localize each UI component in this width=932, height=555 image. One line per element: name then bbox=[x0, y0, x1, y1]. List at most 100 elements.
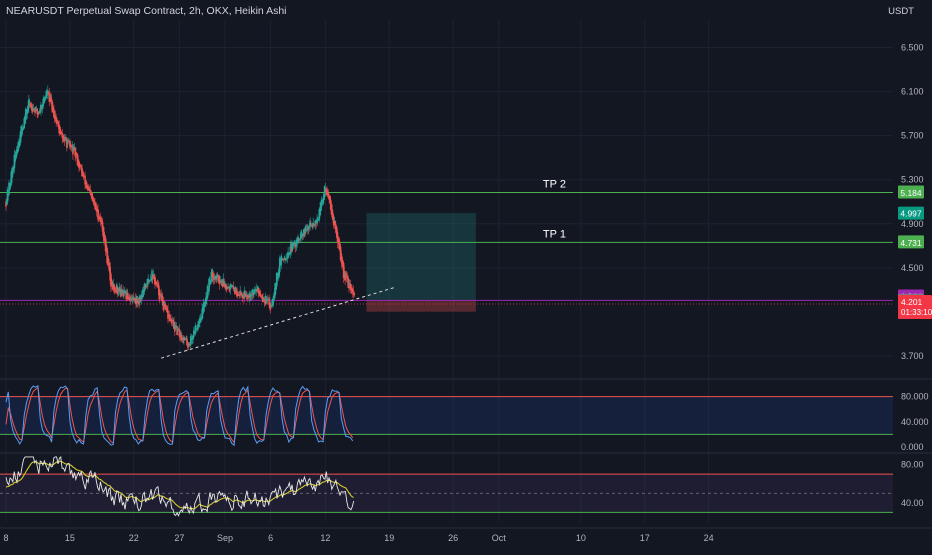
candle-body bbox=[155, 282, 158, 285]
trendline bbox=[160, 287, 394, 359]
candle-body bbox=[138, 301, 140, 304]
candle-body bbox=[237, 293, 239, 297]
price-axis[interactable]: 6.500 6.100 5.700 5.300 4.900 4.500 3.700 4.997… bbox=[898, 43, 932, 508]
candle-body bbox=[113, 287, 116, 290]
candle-body bbox=[133, 297, 136, 299]
candle-body bbox=[341, 257, 343, 268]
candle-body bbox=[148, 280, 151, 282]
candle-body bbox=[26, 108, 29, 114]
time-tick-label: 15 bbox=[65, 533, 75, 543]
candle-body bbox=[316, 220, 319, 221]
candle-body bbox=[72, 146, 75, 151]
level-label-0: TP 2 bbox=[543, 179, 566, 191]
osc-band-fill bbox=[0, 396, 893, 435]
candle-body bbox=[15, 149, 18, 157]
candle-body bbox=[103, 231, 105, 241]
candle-body bbox=[332, 213, 334, 220]
current-price-badge bbox=[898, 294, 932, 319]
current-price-text: 4.201 bbox=[901, 297, 923, 307]
price-tick-label: 6.100 bbox=[901, 87, 924, 97]
osc-tick-label: 80.000 bbox=[901, 392, 929, 402]
time-tick-label: 27 bbox=[174, 533, 184, 543]
candle-body bbox=[250, 295, 253, 297]
level-label-1: TP 1 bbox=[543, 228, 566, 240]
symbol-title[interactable]: NEARUSDT Perpetual Swap Contract, 2h, OK… bbox=[6, 5, 287, 17]
candle-body bbox=[99, 217, 102, 222]
candle-body bbox=[50, 96, 52, 103]
candle-body bbox=[313, 225, 316, 226]
candle-body bbox=[37, 112, 40, 114]
level-lines[interactable]: TP 2 5.184 TP 1 4.731 bbox=[0, 179, 924, 305]
candle-body bbox=[189, 344, 191, 346]
candle-body bbox=[91, 196, 94, 201]
price-tag-text: 4.997 bbox=[900, 209, 922, 219]
candle-body bbox=[170, 319, 173, 322]
price-tick-label: 5.700 bbox=[901, 131, 924, 141]
time-tick-label: Sep bbox=[217, 533, 233, 543]
candle-body bbox=[226, 288, 229, 289]
candle-body bbox=[298, 238, 301, 240]
price-tick-label: 4.500 bbox=[901, 263, 924, 273]
candle-body bbox=[142, 289, 144, 297]
osc-tick-label: 40.000 bbox=[901, 417, 929, 427]
candle-body bbox=[353, 292, 356, 296]
time-tick-label: 10 bbox=[576, 533, 586, 543]
time-tick-label: 24 bbox=[704, 533, 714, 543]
candle-body bbox=[252, 292, 254, 295]
candle-body bbox=[90, 191, 92, 196]
candle-body bbox=[253, 291, 256, 292]
time-tick-label: Oct bbox=[492, 533, 507, 543]
candle-body bbox=[40, 108, 43, 109]
candles-layer bbox=[5, 85, 356, 351]
candle-body bbox=[251, 289, 254, 296]
candle-body bbox=[31, 108, 34, 113]
candle-body bbox=[107, 255, 109, 263]
price-tick-label: 4.900 bbox=[901, 219, 924, 229]
position-tool[interactable] bbox=[366, 213, 476, 312]
candle-body bbox=[348, 283, 351, 286]
candle-body bbox=[234, 286, 237, 292]
candle-body bbox=[307, 228, 310, 229]
candle-body bbox=[66, 140, 69, 144]
candle-body bbox=[315, 222, 318, 224]
countdown-text: 01:33:10 bbox=[901, 308, 932, 317]
candle-body bbox=[174, 325, 177, 329]
price-tag bbox=[898, 206, 924, 220]
candle-body bbox=[283, 258, 286, 260]
candle-body bbox=[48, 92, 51, 102]
level-price-tag-0 bbox=[898, 185, 924, 199]
osc-d-line bbox=[5, 386, 354, 444]
candle-body bbox=[238, 295, 241, 296]
target-zone bbox=[366, 213, 476, 301]
candle-body bbox=[313, 224, 315, 226]
candle-body bbox=[64, 137, 67, 141]
trendline-layer[interactable] bbox=[160, 287, 394, 359]
candle-body bbox=[231, 286, 233, 288]
level-price-tag-1 bbox=[898, 235, 924, 249]
time-axis[interactable]: 8 15 22 27 Sep 6 12 19 26 Oct 10 17 24 bbox=[3, 533, 713, 543]
stop-zone bbox=[366, 300, 476, 312]
candle-body bbox=[225, 286, 228, 291]
candle-body bbox=[329, 199, 332, 210]
price-tick-label: 5.300 bbox=[901, 175, 924, 185]
level-price-text-1: 4.731 bbox=[900, 238, 922, 248]
oscillator-pane bbox=[0, 384, 893, 447]
time-tick-label: 22 bbox=[129, 533, 139, 543]
wave-tick-label: 40.00 bbox=[901, 498, 924, 508]
candle-body bbox=[63, 138, 66, 142]
candle-body bbox=[328, 195, 330, 199]
candle-body bbox=[276, 275, 279, 280]
candle-body bbox=[299, 237, 302, 240]
currency-label: USDT bbox=[888, 6, 914, 17]
candle-body bbox=[306, 229, 308, 231]
candle-body bbox=[145, 286, 148, 288]
candle-body bbox=[111, 281, 114, 290]
candle-body bbox=[256, 289, 258, 291]
candle-body bbox=[175, 325, 178, 327]
wave-oscillator-pane bbox=[0, 455, 893, 517]
candle-body bbox=[195, 329, 197, 331]
candle-body bbox=[158, 285, 160, 296]
candle-body bbox=[279, 264, 282, 266]
